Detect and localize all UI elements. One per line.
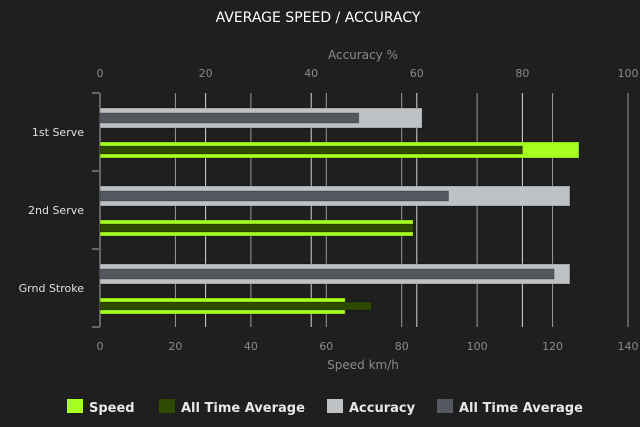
bottom-tick-label: 140	[618, 340, 639, 353]
bottom-tick-label: 60	[319, 340, 333, 353]
legend-swatch	[327, 399, 343, 413]
bar-speed-average-1	[99, 223, 414, 233]
bottom-tick-label: 0	[97, 340, 104, 353]
legend-label: Speed	[89, 401, 135, 416]
bottom-axis-label: Speed km/h	[327, 358, 399, 372]
legend-swatch	[437, 399, 453, 413]
bar-accuracy-average-1	[99, 190, 449, 202]
category-label: Grnd Stroke	[19, 282, 85, 295]
top-tick-label: 40	[304, 67, 318, 80]
legend-swatch	[67, 399, 83, 413]
legend-label: All Time Average	[181, 401, 305, 416]
bottom-tick-label: 100	[467, 340, 488, 353]
top-tick-label: 100	[618, 67, 639, 80]
legend-item[interactable]: All Time Average	[159, 399, 305, 416]
category-label: 1st Serve	[32, 126, 84, 139]
top-tick-label: 60	[410, 67, 424, 80]
top-tick-label: 80	[515, 67, 529, 80]
chart-title: AVERAGE SPEED / ACCURACY	[216, 10, 421, 26]
bottom-tick-label: 120	[542, 340, 563, 353]
legend-swatch	[159, 399, 175, 413]
legend-item[interactable]: All Time Average	[437, 399, 583, 416]
category-label: 2nd Serve	[28, 204, 84, 217]
bar-speed-average-2	[99, 301, 373, 311]
legend-label: All Time Average	[459, 401, 583, 416]
top-tick-label: 20	[199, 67, 213, 80]
legend-item[interactable]: Accuracy	[327, 399, 416, 416]
bottom-tick-label: 20	[168, 340, 182, 353]
bottom-tick-label: 80	[395, 340, 409, 353]
legend-label: Accuracy	[349, 401, 416, 416]
bar-accuracy-average-2	[99, 268, 555, 280]
legend-item[interactable]: Speed	[67, 399, 135, 416]
top-tick-label: 0	[97, 67, 104, 80]
top-axis-label: Accuracy %	[328, 48, 398, 62]
bottom-tick-label: 40	[244, 340, 258, 353]
bar-speed-average-0	[99, 145, 523, 155]
bar-accuracy-average-0	[99, 112, 360, 124]
